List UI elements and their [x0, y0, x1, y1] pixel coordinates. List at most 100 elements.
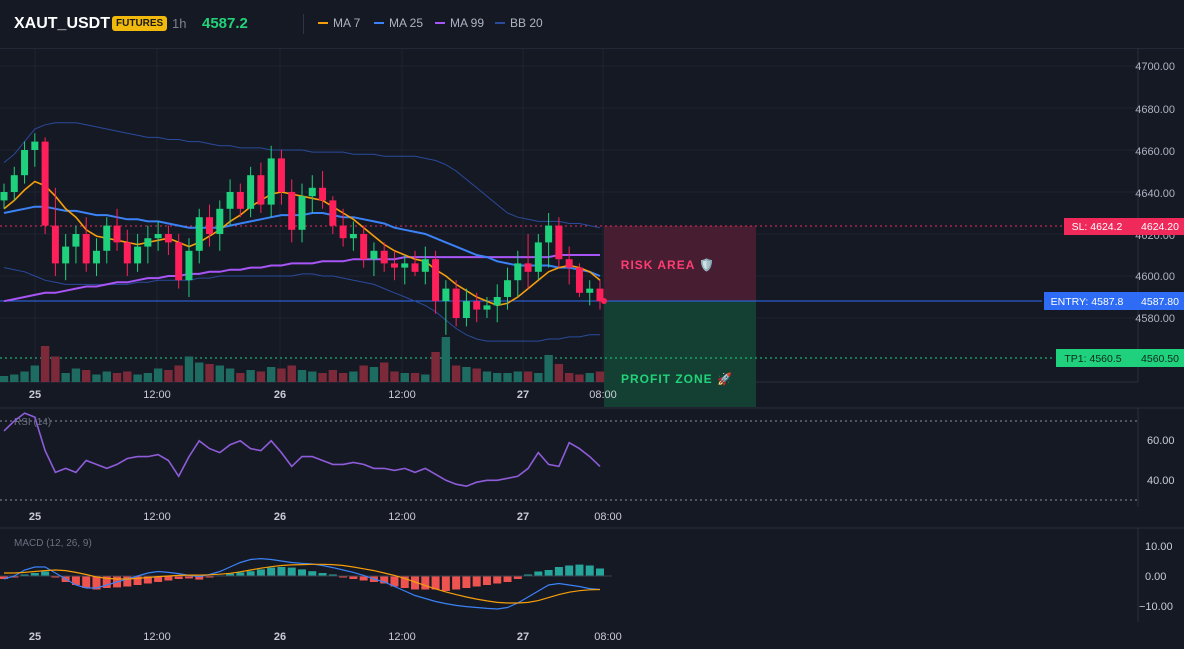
macd-bar — [411, 576, 420, 590]
time-tick: 12:00 — [143, 389, 171, 401]
legend-ma25[interactable]: MA 25 — [374, 16, 423, 30]
volume-bar — [61, 373, 70, 382]
candle-body — [267, 158, 275, 205]
macd-bar — [585, 565, 594, 576]
time-tick: 12:00 — [388, 631, 416, 643]
candle-body — [473, 301, 481, 310]
candle-body — [185, 250, 193, 281]
macd-bar — [174, 576, 183, 579]
macd-label: MACD (12, 26, 9) — [14, 538, 92, 549]
macd-bar — [226, 573, 235, 576]
time-tick: 26 — [274, 511, 286, 523]
macd-bar — [349, 576, 358, 579]
candle-body — [288, 192, 296, 230]
last-price: 4587.2 — [202, 15, 248, 32]
volume-bar — [287, 365, 296, 382]
candle-body — [62, 246, 70, 264]
time-tick: 25 — [29, 631, 41, 643]
rsi-label: RSI (14) — [14, 417, 51, 428]
candle-body — [51, 225, 59, 264]
timeframe-label[interactable]: 1h — [172, 16, 187, 31]
volume-bar — [40, 346, 50, 382]
symbol-name[interactable]: XAUT_USDT — [14, 15, 111, 32]
price-axis[interactable]: 4700.00 4680.00 4660.00 4640.00 4620.00 … — [1044, 61, 1184, 367]
time-tick: 26 — [274, 389, 286, 401]
rsi-pane[interactable]: RSI (14) 60.00 40.00 25 12:00 26 12:00 2… — [0, 407, 1184, 523]
macd-bar — [452, 576, 461, 590]
candle-body — [596, 288, 604, 302]
candle-body — [555, 225, 563, 260]
macd-bar — [318, 573, 327, 576]
volume-bar — [225, 368, 235, 382]
volume-bar — [164, 370, 173, 382]
volume-bar — [82, 370, 91, 382]
macd-bar — [30, 573, 39, 576]
volume-bar — [482, 371, 492, 382]
candle-body — [164, 234, 172, 243]
volume-bar — [585, 373, 594, 382]
candle-body — [586, 288, 594, 293]
volume-bar — [112, 373, 122, 382]
sl-tag[interactable] — [1064, 218, 1131, 235]
time-tick: 27 — [517, 631, 529, 643]
candle-body — [123, 242, 131, 264]
candle-body — [442, 288, 450, 302]
bb20-swatch — [495, 21, 505, 24]
macd-bar — [493, 576, 502, 584]
volume-bar — [390, 371, 399, 382]
time-tick: 12:00 — [143, 631, 171, 643]
candle-body — [390, 263, 398, 268]
candle-body — [370, 250, 378, 260]
macd-pane[interactable]: MACD (12, 26, 9) 10.00 0.00 −10.00 25 12… — [0, 527, 1184, 643]
tp-tag[interactable] — [1056, 349, 1131, 367]
macd-tick: 0.00 — [1145, 571, 1166, 583]
volume-bar — [256, 371, 266, 382]
risk-zone — [604, 226, 756, 301]
candle-body — [154, 234, 162, 239]
candle-body — [452, 288, 460, 318]
candle-body — [432, 259, 440, 302]
entry-tag-label: ENTRY: 4587.8 — [1051, 296, 1124, 308]
macd-bar — [20, 574, 29, 576]
legend-bb20[interactable]: BB 20 — [495, 16, 543, 30]
time-tick: 08:00 — [589, 389, 617, 401]
candle-body — [308, 187, 316, 197]
volume-bar — [554, 364, 564, 382]
volume-bar — [523, 371, 533, 382]
sl-tag-label: SL: 4624.2 — [1072, 221, 1123, 233]
futures-badge: FUTURES — [112, 16, 168, 31]
price-tick: 4640.00 — [1135, 188, 1175, 200]
time-tick: 25 — [29, 511, 41, 523]
tp-tag-label: TP1: 4560.5 — [1064, 353, 1121, 365]
legend-ma7-label: MA 7 — [333, 16, 361, 30]
candle-body — [462, 301, 470, 318]
volume-bar — [51, 356, 60, 382]
chart-header: XAUT_USDT FUTURES 1h 4587.2 MA 7 MA 25 M… — [0, 0, 1184, 49]
candle-body — [41, 141, 49, 226]
bb-lower — [3, 267, 600, 342]
price-tick: 4700.00 — [1135, 61, 1175, 73]
volume-bar — [431, 352, 440, 382]
candle-body — [92, 250, 100, 264]
macd-bar — [554, 567, 563, 576]
macd-bar — [431, 576, 440, 590]
macd-bar — [82, 576, 91, 588]
candle-body — [524, 263, 532, 272]
main-pane[interactable]: RISK AREA 🛡️ PROFIT ZONE 🚀 — [0, 48, 1139, 407]
legend-ma25-label: MA 25 — [389, 16, 424, 30]
candle-body — [82, 234, 90, 264]
volume-bar — [71, 368, 81, 382]
ma7-swatch — [318, 21, 328, 24]
legend-ma99[interactable]: MA 99 — [435, 16, 484, 30]
time-tick: 08:00 — [594, 631, 622, 643]
ma25-swatch — [374, 21, 384, 24]
volume-bar — [297, 370, 307, 382]
macd-bar — [390, 576, 399, 587]
legend-ma99-label: MA 99 — [450, 16, 485, 30]
entry-tag[interactable] — [1044, 292, 1131, 310]
macd-bar — [41, 571, 50, 576]
entry-value-tag — [1131, 292, 1184, 310]
legend-ma7[interactable]: MA 7 — [318, 16, 360, 30]
volume-bar — [236, 373, 245, 382]
